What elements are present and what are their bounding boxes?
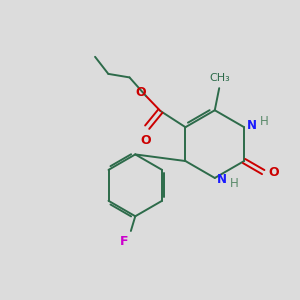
Text: N: N: [247, 119, 256, 132]
Text: F: F: [120, 235, 129, 248]
Text: O: O: [268, 166, 279, 178]
Text: CH₃: CH₃: [209, 73, 230, 83]
Text: O: O: [135, 86, 146, 99]
Text: N: N: [217, 173, 227, 186]
Text: O: O: [140, 134, 151, 147]
Text: H: H: [230, 177, 239, 190]
Text: H: H: [260, 116, 268, 128]
